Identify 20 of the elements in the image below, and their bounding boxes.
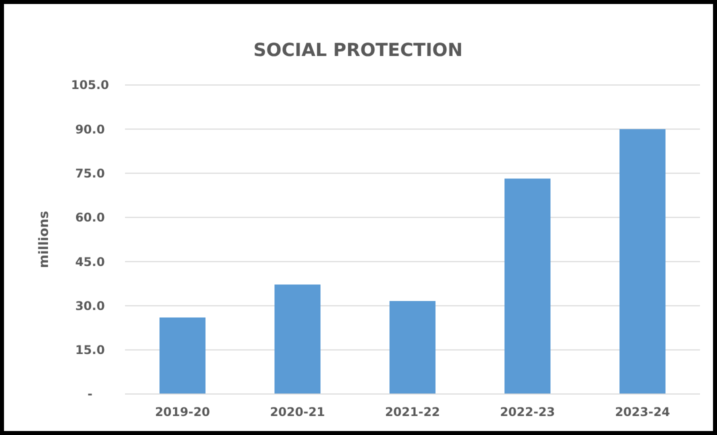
y-tick-label: 90.0: [75, 122, 105, 136]
y-tick-label: 60.0: [75, 210, 105, 225]
y-axis-title: millions: [37, 210, 52, 268]
chart-title: SOCIAL PROTECTION: [253, 40, 463, 61]
bar: [160, 317, 206, 394]
x-tick-label: 2021-22: [384, 405, 440, 419]
y-tick-label: 105.0: [71, 78, 109, 92]
y-tick-label: 30.0: [75, 298, 105, 313]
y-tick-label: -: [88, 387, 93, 402]
bar: [274, 284, 320, 394]
x-tick-label: 2023-24: [614, 405, 670, 419]
x-tick-label: 2019-20: [154, 405, 210, 419]
y-tick-label: 45.0: [75, 254, 105, 269]
bar: [390, 301, 436, 394]
x-tick-label: 2022-23: [500, 405, 556, 419]
x-tick-label: 2020-21: [270, 405, 326, 419]
bar: [504, 178, 550, 394]
bar: [620, 129, 666, 394]
y-tick-label: 75.0: [75, 166, 105, 180]
y-tick-label: 15.0: [75, 343, 105, 358]
